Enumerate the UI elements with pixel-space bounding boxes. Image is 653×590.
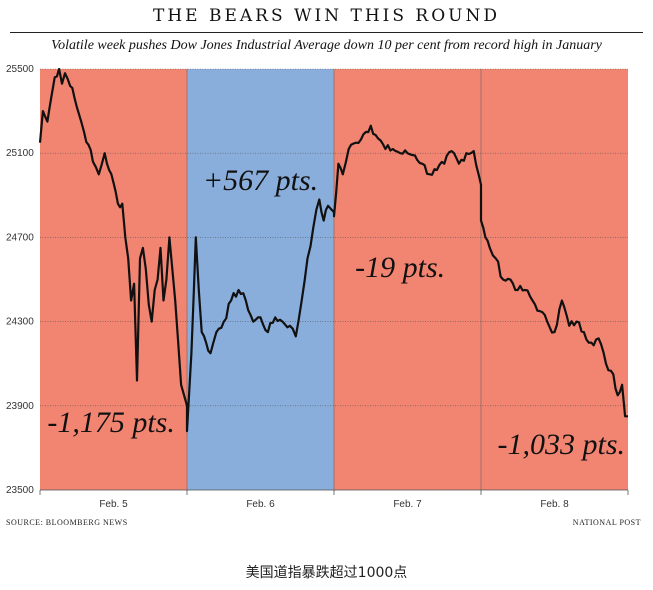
y-tick-label-24700: 24700 [6, 232, 34, 243]
series-group [38, 67, 628, 433]
day-regions [40, 69, 628, 490]
chart-title: THE BEARS WIN THIS ROUND [153, 6, 500, 26]
y-tick-label-23900: 23900 [6, 401, 34, 412]
y-tick-label-24300: 24300 [6, 317, 34, 328]
y-axis-ticks: 25500 25100 24700 24300 23900 23500 [6, 64, 34, 496]
x-tick-label-3: Feb. 7 [393, 499, 422, 510]
annotation-day-1: -1,175 pts. [47, 406, 175, 439]
y-tick-label-23500: 23500 [6, 485, 34, 496]
series-line-1 [38, 67, 628, 433]
x-tick-label-2: Feb. 6 [246, 499, 275, 510]
credit-note: NATIONAL POST [572, 518, 641, 527]
image-caption: 美国道指暴跌超过1000点 [245, 565, 408, 581]
source-note: SOURCE: BLOOMBERG NEWS [6, 518, 128, 527]
annotation-day-3: -19 pts. [355, 251, 445, 284]
annotation-day-4: -1,033 pts. [498, 428, 626, 461]
x-axis-ticks: Feb. 5 Feb. 6 Feb. 7 Feb. 8 [99, 499, 569, 510]
chart-subtitle: Volatile week pushes Dow Jones Industria… [51, 38, 602, 53]
day-annotations: -1,175 pts. +567 pts. -19 pts. -1,033 pts. [47, 164, 625, 461]
title-rule [10, 32, 643, 33]
x-tick-label-4: Feb. 8 [540, 499, 569, 510]
y-tick-label-25100: 25100 [6, 148, 34, 159]
day-region-3 [334, 69, 481, 490]
x-tick-label-1: Feb. 5 [99, 499, 128, 510]
day-region-2 [187, 69, 334, 490]
annotation-day-2: +567 pts. [203, 164, 318, 197]
y-tick-label-25500: 25500 [6, 64, 34, 75]
